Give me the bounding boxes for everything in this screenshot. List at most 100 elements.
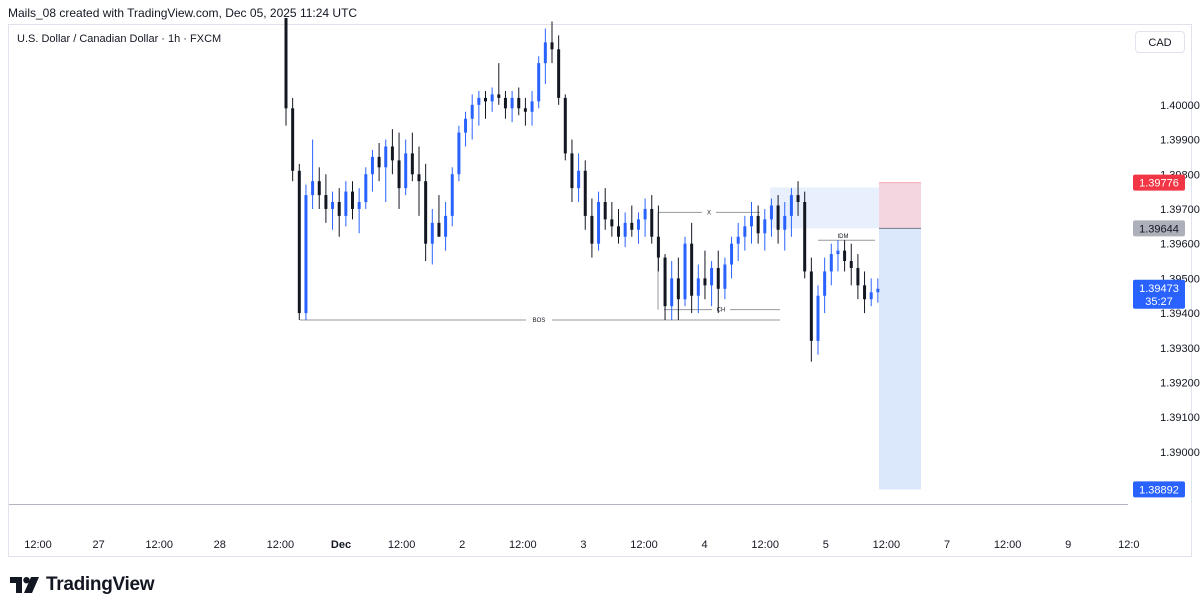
- candle-body: [730, 243, 734, 265]
- bar-countdown: 35:27: [1145, 296, 1173, 308]
- attribution-text: Mails_08 created with TradingView.com, D…: [8, 6, 358, 20]
- candle-body: [663, 257, 667, 307]
- x-tick-label: 7: [944, 539, 950, 551]
- candle-body: [311, 181, 315, 196]
- candle-body: [437, 222, 441, 237]
- x-tick-label: 12:00: [267, 539, 295, 551]
- candle-body: [816, 295, 820, 341]
- x-tick-label: 12:00: [145, 539, 173, 551]
- candle-body: [789, 195, 793, 216]
- candle-body: [796, 195, 800, 203]
- chart-frame[interactable]: [8, 24, 1192, 557]
- candle-body: [643, 208, 647, 220]
- candle-body: [370, 156, 374, 175]
- candle-body: [517, 97, 521, 109]
- candle-body: [676, 278, 680, 300]
- candle-body: [477, 97, 481, 105]
- candle-body: [317, 181, 321, 196]
- candle-body: [351, 191, 354, 209]
- entry-price-value: 1.39644: [1139, 223, 1179, 235]
- candle-body: [597, 202, 601, 244]
- candle-body: [530, 101, 534, 112]
- tradingview-logo[interactable]: TradingView: [10, 574, 155, 596]
- x-tick-label: 12:00: [994, 539, 1022, 551]
- target-price-tag: [1133, 481, 1185, 498]
- candle-body: [876, 288, 880, 293]
- stop-loss-zone: [879, 182, 921, 229]
- candle-body: [324, 195, 328, 209]
- candle-body: [750, 215, 753, 227]
- candle-body: [590, 215, 594, 244]
- candle-body: [690, 243, 694, 296]
- candle-body: [636, 219, 640, 230]
- candle-body: [344, 191, 348, 216]
- candle-body: [829, 254, 833, 272]
- candle-body: [450, 174, 454, 216]
- candlestick-series: [284, 18, 880, 362]
- candle-body: [823, 271, 827, 296]
- x-tick-label: 3: [580, 539, 586, 551]
- position-zones: [770, 182, 921, 490]
- y-tick-label: 1.39600: [1160, 239, 1200, 251]
- candle-body: [444, 215, 448, 237]
- candle-body: [856, 267, 860, 286]
- candle-body: [331, 202, 335, 209]
- candle-body: [550, 42, 554, 50]
- candle-body: [563, 97, 567, 154]
- x-tick-label: Dec: [331, 539, 351, 551]
- candle-body: [570, 153, 574, 189]
- last-price-tag: [1133, 279, 1185, 309]
- candle-body: [610, 219, 614, 227]
- y-tick-label: 1.39300: [1160, 343, 1200, 355]
- candle-body: [523, 108, 527, 112]
- currency-button[interactable]: CAD: [1135, 31, 1185, 53]
- tradingview-logo-icon: [10, 577, 39, 593]
- x-tick-label: 12:0: [1118, 539, 1139, 551]
- x-tick-label: 12:00: [751, 539, 779, 551]
- y-tick-label: 1.39900: [1160, 135, 1200, 147]
- target-price-value: 1.38892: [1139, 484, 1179, 496]
- idm-label: IDM: [838, 234, 849, 240]
- take-profit-zone: [879, 228, 921, 490]
- entry-price-tag: [1133, 220, 1185, 237]
- x-tick-label: 27: [92, 539, 104, 551]
- candle-body: [650, 208, 654, 237]
- candle-body: [377, 156, 381, 168]
- candle-body: [603, 202, 607, 220]
- y-tick-label: 1.39700: [1160, 204, 1200, 216]
- candle-body: [457, 132, 461, 175]
- bos-label: BOS: [533, 318, 546, 324]
- candle-body: [497, 94, 501, 98]
- candle-body: [404, 153, 408, 189]
- price-axis[interactable]: 1.400001.399001.398001.397001.396001.395…: [1160, 100, 1200, 459]
- candle-body: [397, 160, 401, 189]
- candle-body: [869, 292, 873, 300]
- candle-body: [510, 97, 514, 109]
- candle-body: [803, 202, 807, 272]
- candle-body: [297, 170, 301, 314]
- candle-body: [557, 49, 561, 98]
- candle-body: [417, 174, 421, 182]
- candle-body: [736, 236, 740, 244]
- candle-body: [849, 261, 853, 268]
- candle-body: [503, 97, 507, 109]
- y-tick-label: 1.39100: [1160, 412, 1200, 424]
- candle-body: [696, 278, 700, 296]
- candle-body: [843, 250, 847, 262]
- candle-body: [490, 94, 494, 102]
- candle-body: [617, 226, 620, 237]
- candle-body: [670, 278, 674, 307]
- stop-price-value: 1.39776: [1139, 178, 1179, 190]
- candle-body: [743, 226, 747, 237]
- ch-label-bg: [712, 305, 730, 314]
- candle-body: [763, 219, 767, 234]
- candle-body: [464, 118, 468, 133]
- candle-body: [537, 63, 541, 102]
- time-axis[interactable]: 12:00 27 12:00 28 12:00 Dec 12:00 2 12:00 3 12:00 4…: [24, 539, 1139, 551]
- symbol-title[interactable]: U.S. Dollar / Canadian Dollar · 1h · FXC…: [17, 33, 222, 45]
- x-tick-label: 4: [702, 539, 708, 551]
- candle-body: [683, 243, 687, 300]
- candle-body: [836, 250, 840, 255]
